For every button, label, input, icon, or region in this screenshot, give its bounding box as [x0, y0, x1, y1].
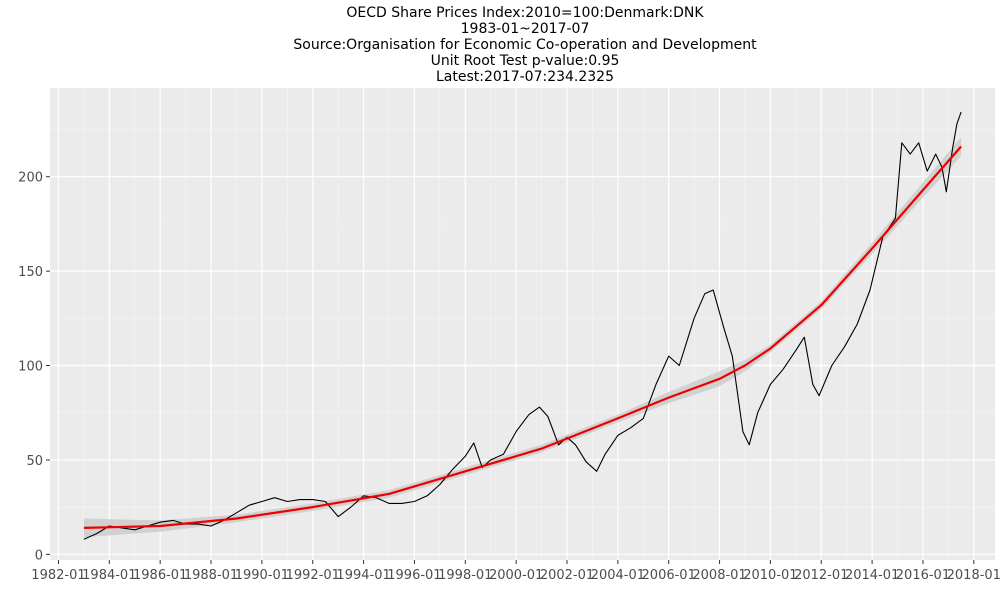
x-tick-label: 1996-01: [387, 568, 441, 583]
x-tick-label: 1992-01: [286, 568, 340, 583]
trend-line: [83, 145, 962, 529]
x-tick-label: 1994-01: [336, 568, 390, 583]
x-tick-label: 2006-01: [642, 568, 696, 583]
chart-title: OECD Share Prices Index:2010=100:Denmark…: [346, 5, 704, 21]
trend-confidence-band: [83, 137, 962, 538]
y-tick-label: 200: [18, 171, 43, 186]
x-tick-label: 1998-01: [438, 568, 492, 583]
x-tick-label: 2010-01: [743, 568, 797, 583]
x-tick-label: 2004-01: [591, 568, 645, 583]
x-tick-label: 1982-01: [31, 568, 85, 583]
x-tick-label: 2012-01: [794, 568, 848, 583]
x-tick-label: 1990-01: [235, 568, 289, 583]
x-tick-label: 2016-01: [896, 568, 950, 583]
x-tick-label: 1984-01: [82, 568, 136, 583]
y-tick-label: 0: [35, 548, 43, 563]
share-price-line: [83, 111, 962, 540]
chart-latest: Latest:2017-07:234.2325: [436, 69, 614, 85]
chart-unit-root: Unit Root Test p-value:0.95: [430, 53, 620, 69]
y-tick-label: 150: [18, 265, 43, 280]
x-tick-label: 2000-01: [489, 568, 543, 583]
x-tick-label: 2008-01: [692, 568, 746, 583]
x-tick-label: 1988-01: [184, 568, 238, 583]
x-tick-label: 2002-01: [540, 568, 594, 583]
chart-source: Source:Organisation for Economic Co-oper…: [293, 37, 757, 53]
x-tick-label: 2014-01: [845, 568, 899, 583]
chart-date-range: 1983-01~2017-07: [460, 21, 590, 37]
plot-background: [50, 88, 995, 560]
y-tick-label: 100: [18, 360, 43, 375]
x-tick-label: 2018-01: [947, 568, 1000, 583]
x-tick-label: 1986-01: [133, 568, 187, 583]
y-tick-label: 50: [26, 454, 43, 469]
